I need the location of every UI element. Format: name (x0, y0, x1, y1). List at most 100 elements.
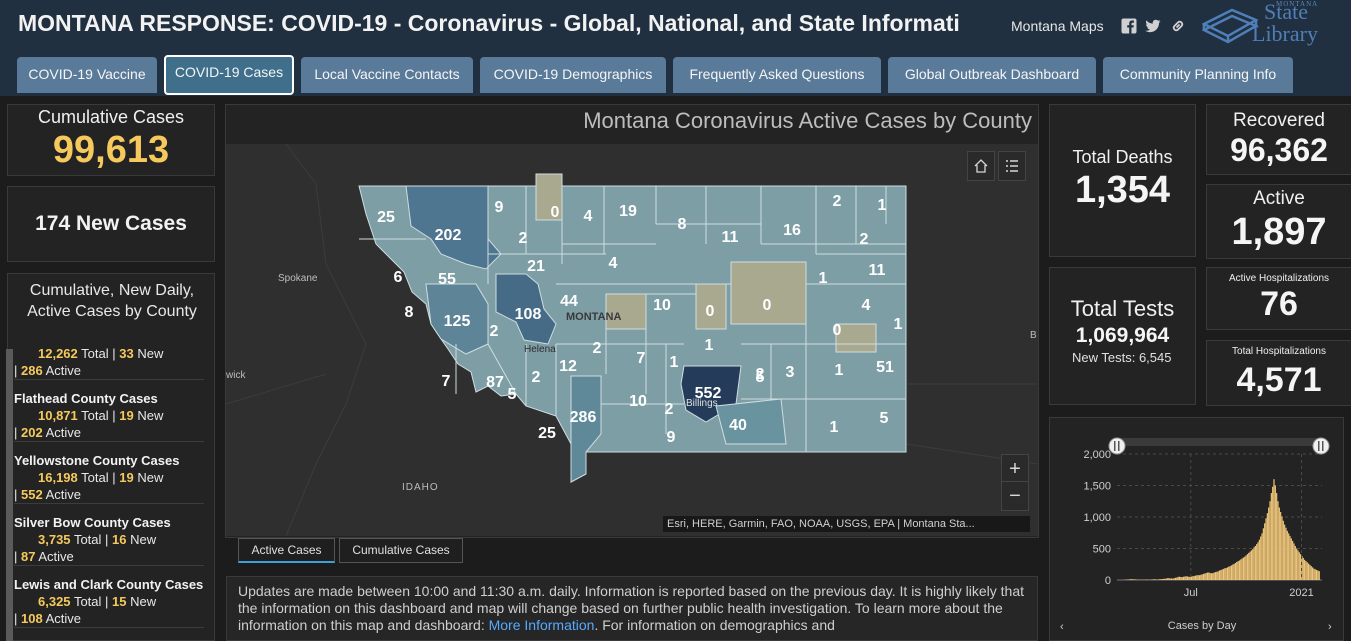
county-active-count[interactable]: 3 (786, 364, 795, 381)
zoom-in-button[interactable]: + (1001, 454, 1029, 484)
county-active-count[interactable]: 1 (894, 316, 903, 333)
tab-covid-vaccine[interactable]: COVID-19 Vaccine (17, 57, 157, 93)
montana-maps-link[interactable]: Montana Maps (1011, 18, 1104, 34)
chart-xlabel: Cases by Day (1168, 620, 1237, 632)
link-icon[interactable] (1170, 18, 1186, 34)
county-active-count[interactable]: 202 (435, 227, 462, 244)
tab-cumulative-cases[interactable]: Cumulative Cases (339, 538, 463, 563)
county-active-count[interactable]: 1 (835, 362, 844, 379)
county-active-count[interactable]: 5 (756, 369, 765, 386)
county-active-count[interactable]: 7 (637, 350, 646, 367)
home-button[interactable] (967, 151, 995, 181)
logo-small-text: MONTANA (1276, 0, 1319, 8)
county-active-count[interactable]: 2 (532, 369, 541, 386)
county-active-count[interactable]: 9 (495, 199, 504, 216)
app-header: MONTANA RESPONSE: COVID-19 - Coronavirus… (0, 0, 1351, 52)
county-active-count[interactable]: 25 (377, 209, 395, 226)
county-active-count[interactable]: 51 (876, 359, 894, 376)
county-active-count[interactable]: 0 (706, 303, 715, 320)
tab-community-planning-info[interactable]: Community Planning Info (1103, 57, 1293, 93)
county-active-count[interactable]: 2 (665, 401, 674, 418)
county-active-count[interactable]: 8 (405, 304, 414, 321)
tab-global-outbreak-dashboard[interactable]: Global Outbreak Dashboard (888, 57, 1096, 93)
county-active-count[interactable]: 8 (678, 216, 687, 233)
chart-next-arrow[interactable]: › (1328, 621, 1332, 633)
tab-local-vaccine-contacts[interactable]: Local Vaccine Contacts (301, 57, 473, 93)
county-list-item[interactable]: 12,262 Total | 33 New | 286 Active (14, 345, 204, 380)
county-active-count[interactable]: 44 (560, 293, 578, 310)
county-active-count[interactable]: 4 (584, 208, 593, 225)
county-active-count[interactable]: 16 (783, 222, 801, 239)
county-active-count[interactable]: 5 (880, 410, 889, 427)
county-active-count[interactable]: 0 (833, 322, 842, 339)
county-active-count[interactable]: 10 (653, 297, 671, 314)
legend-button[interactable] (998, 151, 1026, 181)
county-active-count[interactable]: 11 (722, 229, 739, 246)
county-active-count[interactable]: 25 (538, 425, 556, 442)
county-active-count[interactable]: 4 (609, 255, 618, 272)
chart-bar (1284, 524, 1286, 580)
county-active-count[interactable]: 2 (860, 231, 869, 248)
county-active-count[interactable]: 2 (490, 323, 499, 340)
county-active-count[interactable]: 552 (695, 385, 722, 402)
county-active-count[interactable]: 4 (862, 297, 871, 314)
county-active-count[interactable]: 2 (593, 340, 602, 357)
county-active-count[interactable]: 6 (394, 269, 403, 286)
county-active-count[interactable]: 10 (629, 393, 647, 410)
more-information-link[interactable]: More Information (488, 617, 595, 633)
tab-faq[interactable]: Frequently Asked Questions (673, 57, 881, 93)
county-active-count[interactable]: 12 (559, 358, 577, 375)
time-slider-track[interactable] (1117, 438, 1322, 446)
chart-bar (1222, 568, 1225, 580)
county-active-count[interactable]: 19 (619, 203, 637, 220)
chart-bar (1233, 563, 1235, 580)
county-total-label: Total (81, 346, 109, 361)
montana-county-map[interactable]: MONTANA Helena Billings Spokane IDAHO wi… (226, 144, 1038, 536)
twitter-icon[interactable] (1145, 18, 1161, 34)
tab-active-cases[interactable]: Active Cases (238, 538, 335, 563)
county-list-item[interactable]: Lewis and Clark County Cases 6,325 Total … (14, 577, 204, 628)
page-title: MONTANA RESPONSE: COVID-19 - Coronavirus… (18, 10, 960, 36)
county-active-count[interactable]: 0 (551, 204, 560, 221)
county-active-count[interactable]: 1 (819, 270, 828, 287)
county-active-count[interactable]: 108 (515, 306, 542, 323)
county-active-count[interactable]: 125 (444, 313, 471, 330)
county-active-count[interactable]: 286 (570, 409, 597, 426)
county-list-scrollbar[interactable] (6, 349, 13, 641)
county-list-item[interactable]: Yellowstone County Cases 16,198 Total | 1… (14, 452, 204, 504)
county-active-count[interactable]: 2 (833, 193, 842, 210)
county-active-count[interactable]: 7 (442, 373, 451, 390)
county-list-item[interactable]: Silver Bow County Cases 3,735 Total | 16 … (14, 514, 204, 566)
logo-library-text: Library (1252, 21, 1318, 46)
county-total: 12,262 (38, 346, 78, 361)
chart-bar (1225, 568, 1227, 580)
county-active-count[interactable]: 11 (869, 262, 886, 279)
county-active-count[interactable]: 87 (486, 374, 504, 391)
county-active-count[interactable]: 1 (705, 337, 714, 354)
chart-bar (1186, 576, 1189, 580)
zoom-out-button[interactable]: − (1001, 481, 1029, 511)
chart-prev-arrow[interactable]: ‹ (1060, 621, 1064, 633)
county-active-count[interactable]: 0 (763, 297, 772, 314)
county-active-count[interactable]: 1 (878, 197, 887, 214)
county-active-count[interactable]: 1 (830, 419, 839, 436)
recovered-label: Recovered (1233, 110, 1325, 131)
county-active-count[interactable]: 1 (670, 354, 679, 371)
county-active-count[interactable]: 40 (729, 417, 747, 434)
facebook-icon[interactable] (1121, 18, 1137, 34)
county-active-count[interactable]: 9 (667, 429, 676, 446)
county-active-count[interactable]: 5 (508, 386, 517, 403)
county-active-count[interactable]: 2 (756, 366, 765, 383)
county-active-count[interactable]: 55 (438, 271, 456, 288)
tab-covid-cases[interactable]: COVID-19 Cases (164, 55, 294, 95)
recovered-panel: Recovered 96,362 (1206, 104, 1351, 175)
map-view[interactable]: MONTANA Helena Billings Spokane IDAHO wi… (226, 144, 1038, 536)
tab-covid-demographics[interactable]: COVID-19 Demographics (480, 57, 666, 93)
county-active-count[interactable]: 2 (519, 230, 528, 247)
county-active-count[interactable]: 21 (527, 258, 545, 275)
time-slider-start-handle[interactable] (1108, 437, 1126, 455)
state-library-logo[interactable]: MONTANA State Library (1200, 0, 1350, 50)
county-list-item[interactable]: Flathead County Cases 10,871 Total | 19 N… (14, 390, 204, 442)
time-slider-end-handle[interactable] (1312, 437, 1330, 455)
county-name: Lewis and Clark County Cases (14, 577, 204, 592)
